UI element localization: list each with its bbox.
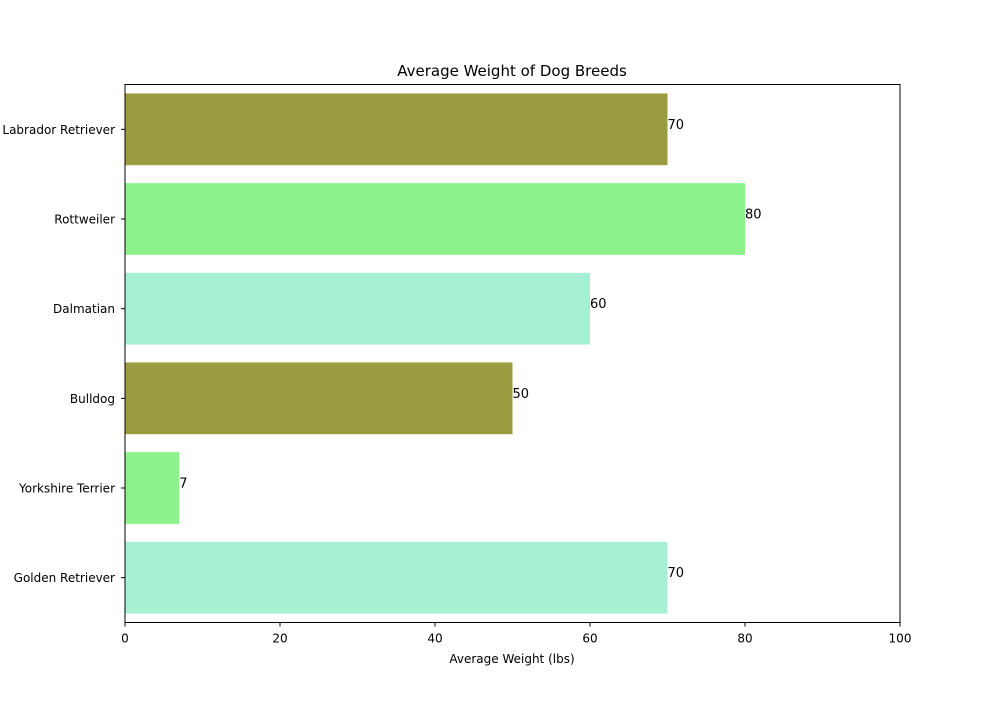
data-labels-group: 70 7 50 60 80 70 [179, 118, 761, 581]
x-tick-label: 80 [737, 632, 752, 646]
x-tick-label: 60 [582, 632, 597, 646]
x-tick-label: 40 [427, 632, 442, 646]
data-label: 60 [590, 297, 607, 312]
bar [125, 93, 668, 166]
y-tick-label: Yorkshire Terrier [18, 482, 115, 496]
bar [125, 272, 590, 345]
x-axis-label: Average Weight (lbs) [449, 652, 574, 666]
y-tick-label: Golden Retriever [14, 571, 115, 585]
bar [125, 541, 668, 614]
y-axis-ticks: Golden Retriever Yorkshire Terrier Bulldog… [2, 123, 125, 585]
x-tick-label: 100 [889, 632, 912, 646]
chart-title: Average Weight of Dog Breeds [397, 62, 627, 80]
data-label: 70 [668, 118, 685, 133]
x-tick-label: 20 [272, 632, 287, 646]
x-tick-label: 0 [121, 632, 129, 646]
bar [125, 452, 180, 524]
data-label: 50 [513, 387, 530, 402]
data-label: 7 [179, 477, 187, 492]
bars-group [125, 93, 745, 614]
bar [125, 362, 513, 435]
data-label: 80 [745, 208, 762, 223]
plot-frame [124, 84, 901, 623]
x-axis-ticks: 0 20 40 60 80 100 [121, 622, 912, 646]
y-tick-label: Dalmatian [53, 302, 115, 316]
data-label: 70 [668, 566, 685, 581]
y-tick-label: Bulldog [70, 392, 115, 406]
y-tick-label: Labrador Retriever [2, 123, 115, 137]
y-tick-label: Rottweiler [54, 213, 115, 227]
bar [125, 183, 745, 255]
